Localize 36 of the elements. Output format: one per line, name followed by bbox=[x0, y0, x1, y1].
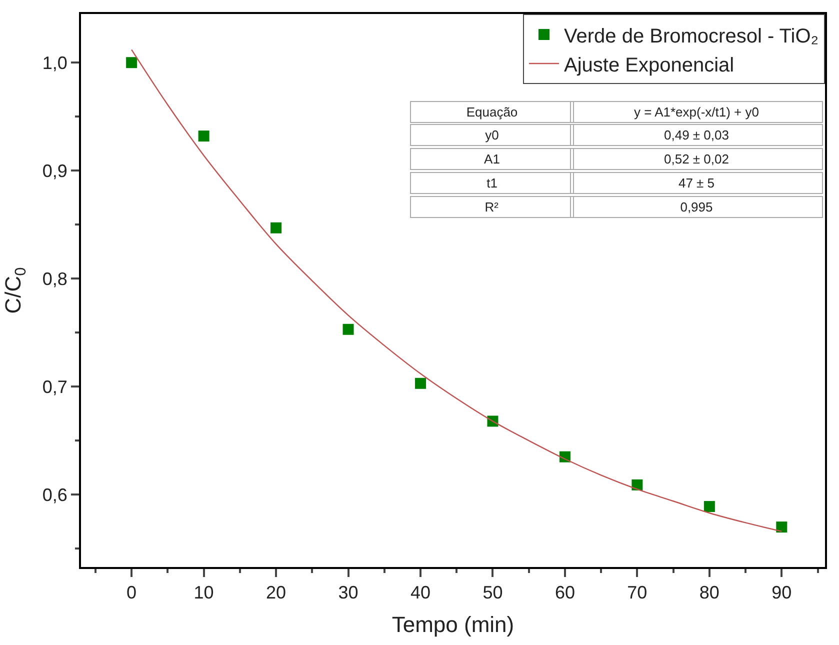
x-axis-title: Tempo (min) bbox=[392, 612, 514, 637]
point bbox=[632, 479, 643, 490]
x-tick-label: 50 bbox=[482, 582, 503, 603]
point bbox=[198, 130, 210, 142]
annotation: Equação bbox=[466, 104, 518, 120]
x-tick-label: 0 bbox=[126, 582, 137, 603]
legend-label: Ajuste Exponencial bbox=[564, 54, 734, 76]
x-tick-label: 40 bbox=[410, 582, 431, 603]
x-tick-label: 20 bbox=[266, 582, 286, 603]
point bbox=[342, 324, 354, 335]
annotation: 0,49 ± 0,03 bbox=[664, 128, 729, 142]
x-tick-label: 80 bbox=[699, 582, 720, 603]
annotation: 0,995 bbox=[680, 200, 713, 214]
x-tick-label: 70 bbox=[627, 582, 648, 603]
y-tick-label: 0,7 bbox=[42, 376, 68, 397]
point bbox=[126, 57, 138, 68]
annotation: R² bbox=[484, 200, 500, 214]
annotation: y0 bbox=[485, 128, 499, 142]
x-tick-label: 30 bbox=[338, 582, 358, 603]
y-tick-label: 0,6 bbox=[42, 484, 68, 505]
point bbox=[704, 501, 715, 512]
point bbox=[270, 222, 282, 234]
x-tick-label: 10 bbox=[194, 582, 214, 603]
x-tick-label: 90 bbox=[772, 582, 792, 603]
annotation: y = A1*exp(-x/t1) + y0 bbox=[634, 104, 760, 120]
annotation: 47 ± 5 bbox=[678, 176, 715, 190]
legend-label: Verde de Bromocresol - TiO₂ bbox=[564, 25, 819, 48]
y-tick-label: 0,9 bbox=[42, 160, 68, 181]
y-tick-label: 1,0 bbox=[42, 52, 68, 73]
annotation: 0,52 ± 0,02 bbox=[664, 152, 729, 166]
y-tick-label: 0,8 bbox=[42, 268, 68, 289]
point bbox=[415, 378, 426, 389]
annotation: A1 bbox=[484, 152, 500, 166]
point bbox=[776, 522, 788, 533]
x-tick-label: 60 bbox=[554, 582, 575, 603]
annotation: t1 bbox=[486, 176, 498, 190]
